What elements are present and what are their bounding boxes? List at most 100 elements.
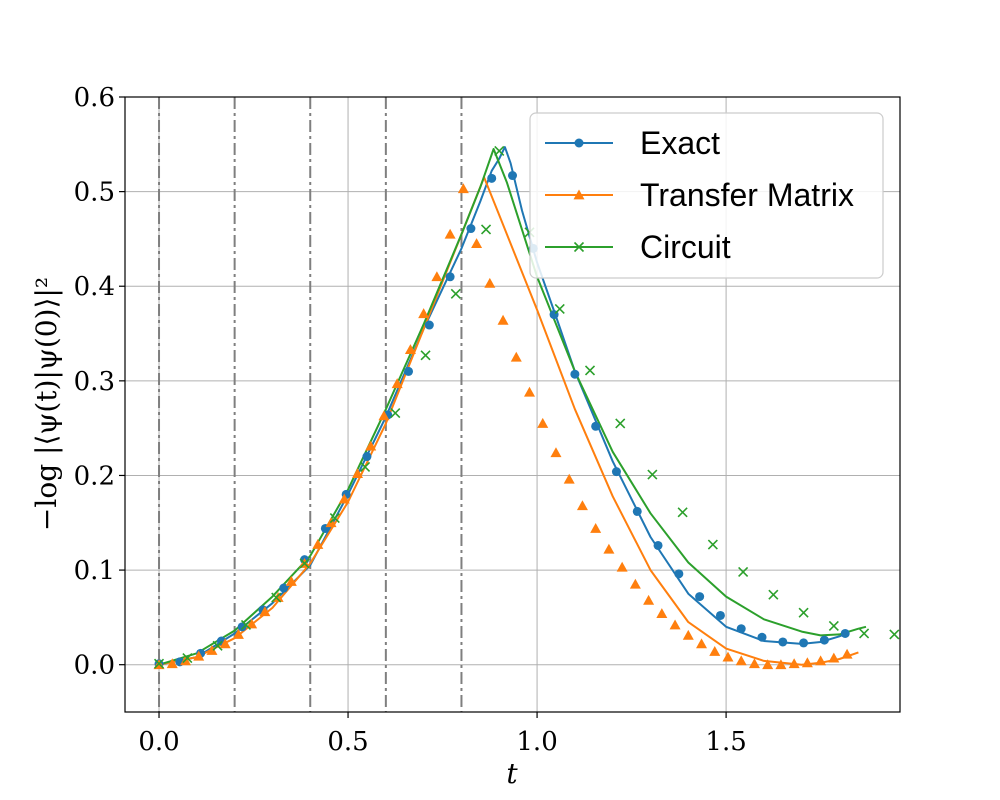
data-point-triangle [497, 314, 509, 325]
data-point-triangle [232, 628, 244, 639]
data-point-circle [611, 467, 621, 477]
data-point-circle [591, 421, 601, 431]
data-point-triangle [246, 618, 258, 629]
vertical-reference-lines [158, 97, 463, 712]
y-tick-label: 0.0 [74, 651, 115, 681]
data-point-triangle [563, 473, 575, 484]
plot-frame [124, 96, 901, 713]
data-point-triangle [801, 657, 813, 668]
data-point-triangle [444, 228, 456, 239]
data-point-circle [778, 637, 788, 647]
data-point-triangle [510, 351, 522, 362]
y-tick-label: 0.2 [74, 461, 115, 491]
data-point-x [554, 303, 565, 315]
data-point-circle [632, 506, 642, 516]
data-point-triangle [762, 659, 774, 670]
data-point-circle [508, 171, 517, 181]
data-point-x [480, 224, 492, 235]
data-point-triangle [166, 658, 178, 669]
data-point-triangle [471, 238, 483, 249]
x-axis-label: t [506, 757, 518, 790]
data-point-circle [736, 624, 746, 634]
data-point-circle [424, 320, 434, 330]
data-point-x [647, 469, 658, 480]
data-point-triangle [418, 308, 430, 319]
y-tick-label: 0.5 [74, 178, 115, 208]
data-point-circle [674, 569, 684, 579]
data-point-circle [574, 138, 584, 148]
data-point-x [798, 607, 809, 618]
axis-ticks: 0.0 0.5 1.0 1.5 0.0 0.1 0.2 0.3 0.4 0.5 0.6 [74, 83, 747, 757]
data-point-circle [237, 622, 247, 632]
data-point-circle [757, 632, 767, 642]
data-point-x [573, 241, 585, 253]
data-point-triangle [576, 500, 588, 511]
legend-box [529, 112, 884, 279]
data-point-triangle [378, 410, 390, 421]
data-point-triangle [404, 344, 416, 355]
data-point-circle [695, 592, 705, 602]
data-point-triangle [312, 539, 324, 549]
data-point-circle [799, 638, 809, 648]
data-point-triangle [709, 645, 721, 656]
data-point-circle [840, 628, 850, 638]
data-point-triangle [338, 493, 350, 504]
data-point-triangle [206, 645, 218, 655]
data-point-x [182, 653, 193, 664]
data-point-triangle [193, 650, 205, 661]
y-tick-label: 0.4 [74, 272, 115, 302]
data-point-triangle [603, 543, 615, 554]
data-point-triangle [841, 648, 853, 659]
data-point-triangle [550, 447, 562, 458]
data-point-triangle [629, 578, 641, 589]
data-point-triangle [573, 189, 585, 200]
data-point-x [212, 640, 223, 651]
data-point-triangle [788, 658, 800, 669]
data-point-triangle [643, 594, 655, 605]
data-point-x [450, 288, 461, 299]
data-point-circle [715, 610, 725, 620]
data-point-triangle [775, 659, 787, 670]
data-point-circle [362, 452, 372, 462]
data-point-x [329, 512, 340, 524]
y-axis-label: −log |⟨ψ(t)|ψ(0)⟩|² [30, 277, 63, 531]
data-point-triangle [696, 638, 708, 649]
data-point-circle [653, 540, 663, 550]
data-point-triangle [748, 658, 760, 669]
data-point-circle [445, 272, 455, 282]
data-point-x [271, 592, 282, 603]
data-point-triangle [722, 651, 734, 662]
data-point-x [828, 620, 839, 631]
data-point-triangle [352, 468, 363, 478]
x-tick-label: 1.5 [705, 727, 746, 757]
data-point-triangle [669, 619, 681, 630]
data-point-triangle [735, 655, 747, 666]
data-point-x [707, 539, 718, 550]
data-point-x [584, 365, 596, 376]
data-point-triangle [524, 386, 536, 397]
data-point-x [738, 566, 749, 578]
data-point-x [677, 507, 688, 518]
data-point-x [359, 461, 371, 473]
data-point-x [768, 589, 779, 600]
data-point-circle [570, 369, 580, 379]
data-point-circle [487, 173, 497, 183]
data-point-circle [819, 635, 829, 645]
data-point-x [420, 350, 431, 361]
data-point-triangle [656, 608, 668, 618]
data-point-triangle [285, 575, 297, 586]
data-point-triangle [259, 606, 271, 617]
x-tick-label: 1.0 [516, 727, 557, 757]
data-point-x [889, 629, 900, 640]
y-tick-label: 0.6 [74, 83, 115, 113]
plot-border [124, 96, 901, 713]
data-point-x [240, 619, 252, 631]
data-point-x [299, 558, 310, 569]
data-point-circle [466, 224, 476, 234]
data-point-triangle [431, 271, 443, 282]
data-point-x [390, 407, 401, 419]
data-point-triangle [391, 378, 403, 389]
data-point-triangle [219, 638, 231, 649]
legend: Exact Transfer Matrix Circuit [529, 112, 884, 279]
